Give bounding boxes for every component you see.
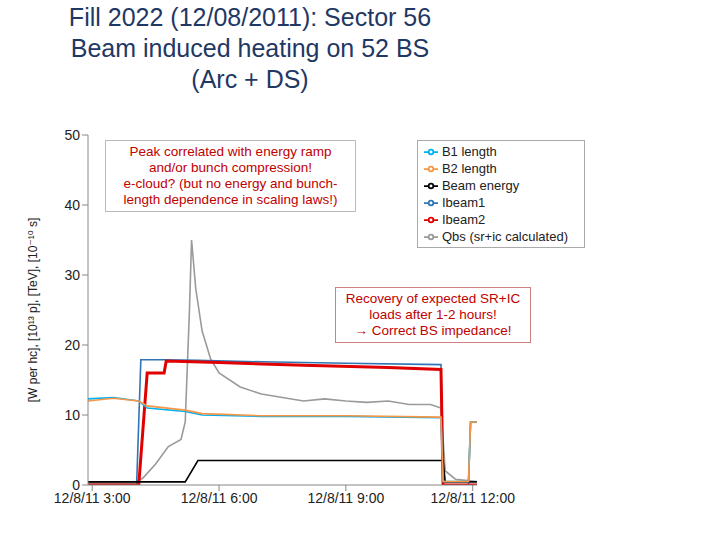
html-text:length dependence in scaling l: length dependence in scaling laws!) [123, 192, 338, 207]
svg-text:12/8/11 3:00: 12/8/11 3:00 [54, 490, 131, 506]
html-text:(Arc + DS): (Arc + DS) [191, 65, 309, 93]
svg-text:30: 30 [64, 267, 80, 283]
html-text:Peak correlated with energy ra: Peak correlated with energy ramp [129, 144, 332, 159]
html-text:e-cloud? (but no energy and bu: e-cloud? (but no energy and bunch- [123, 176, 338, 191]
html-text:Qbs (sr+ic calculated): Qbs (sr+ic calculated) [441, 229, 568, 244]
html-text:→ Correct BS impedance!: → Correct BS impedance! [354, 323, 512, 338]
svg-text:20: 20 [64, 337, 80, 353]
svg-text:0: 0 [72, 477, 80, 493]
svg-text:12/8/11 6:00: 12/8/11 6:00 [181, 490, 258, 506]
svg-text:40: 40 [64, 197, 80, 213]
svg-text:[W per hc], [10¹³ p], [TeV], [: [W per hc], [10¹³ p], [TeV], [10⁻¹⁰ s] [26, 218, 40, 403]
html-text:loads after 1-2 hours!: loads after 1-2 hours! [369, 307, 497, 322]
svg-text:10: 10 [64, 407, 80, 423]
svg-text:12/8/11 9:00: 12/8/11 9:00 [307, 490, 384, 506]
html-text:Beam energy: Beam energy [441, 178, 520, 193]
html-text:Beam induced heating on 52 BS: Beam induced heating on 52 BS [70, 34, 430, 62]
html-text:B1 length: B1 length [441, 144, 497, 159]
svg-text:50: 50 [64, 127, 80, 143]
html-text:Fill 2022 (12/08/2011): Sector: Fill 2022 (12/08/2011): Sector 56 [68, 3, 432, 31]
svg-text:12/8/11 12:00: 12/8/11 12:00 [430, 490, 515, 506]
html-text:B2 length: B2 length [441, 161, 497, 176]
html-text:and/or bunch compression!: and/or bunch compression! [149, 160, 312, 175]
html-text:Ibeam2: Ibeam2 [441, 212, 486, 227]
html-text:Recovery of expected SR+IC: Recovery of expected SR+IC [345, 291, 521, 306]
html-text:Ibeam1: Ibeam1 [441, 195, 486, 210]
